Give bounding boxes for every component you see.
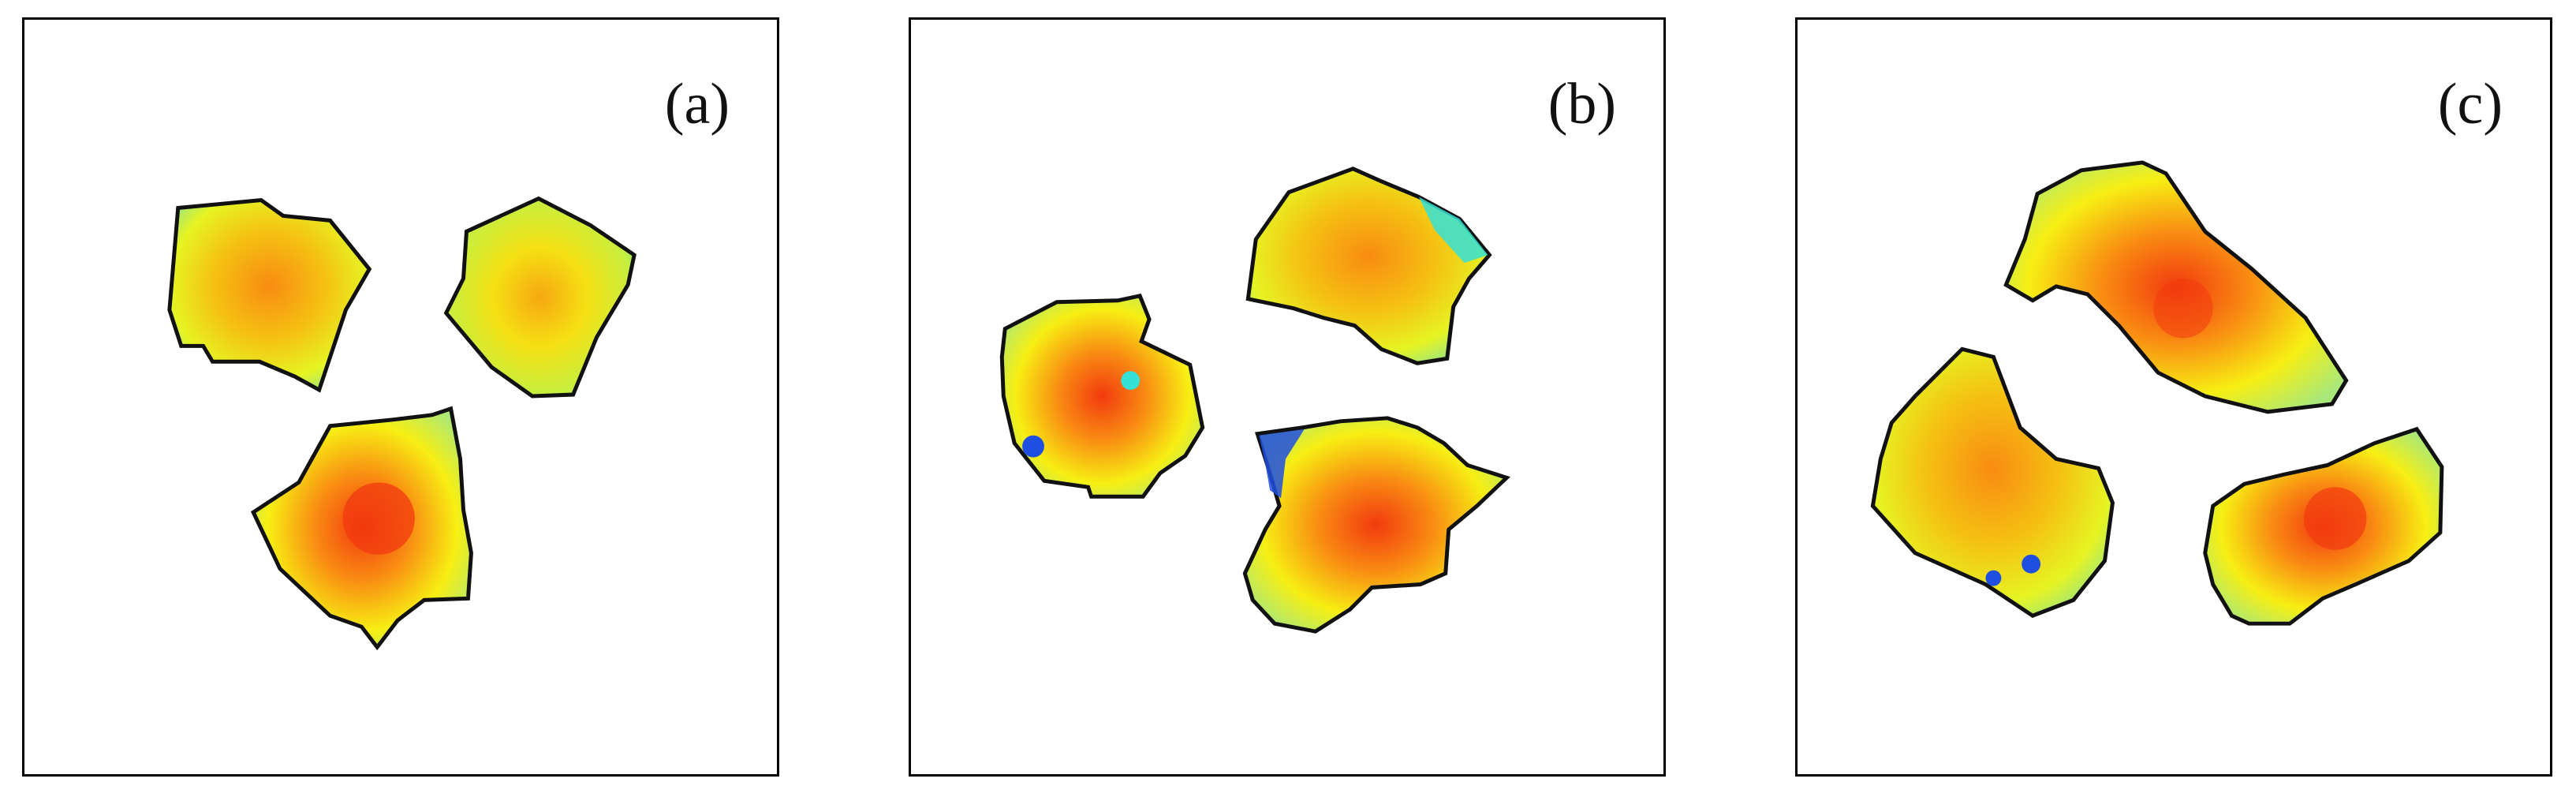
particle-map-a xyxy=(167,196,637,651)
highlight-c1 xyxy=(2153,278,2213,339)
particle-b1 xyxy=(999,293,1205,499)
blue-spot-b1-edge xyxy=(1022,435,1044,458)
blue-edge-b3 xyxy=(1259,429,1305,499)
particle-map-b xyxy=(999,167,1511,634)
blue-spot-b1 xyxy=(1121,371,1141,391)
blue-spot-c2a xyxy=(1985,570,2002,586)
panel-a: (a) xyxy=(22,17,779,777)
particle-b3 xyxy=(1242,416,1511,634)
particle-a1 xyxy=(167,198,372,393)
highlight-a3 xyxy=(342,482,415,555)
panel-label-b: (b) xyxy=(1547,72,1616,137)
panel-label-c: (c) xyxy=(2437,72,2503,137)
particle-c2 xyxy=(1870,346,2115,619)
particle-a2 xyxy=(443,196,637,399)
panel-b: (b) xyxy=(909,17,1666,777)
blue-spot-c2b xyxy=(2022,554,2041,574)
highlight-c3 xyxy=(2303,487,2367,550)
panel-c: (c) xyxy=(1795,17,2552,777)
particle-map-c xyxy=(1870,160,2444,626)
particle-b2 xyxy=(1245,167,1492,365)
panel-label-a: (a) xyxy=(664,72,730,137)
blue-edge-b2 xyxy=(1418,197,1488,264)
